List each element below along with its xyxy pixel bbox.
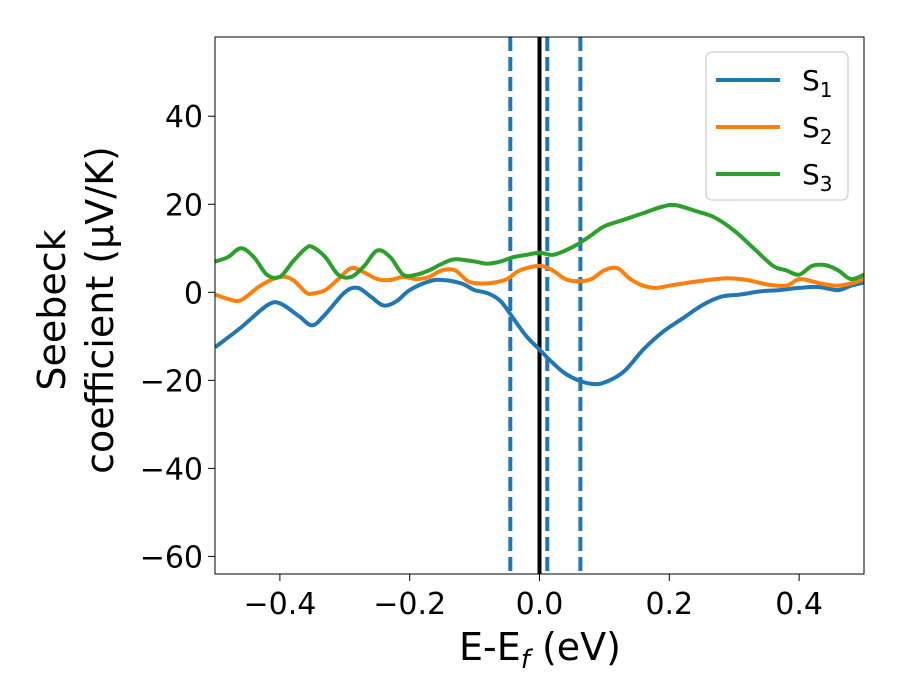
y-axis-label-line1: Seebeck: [30, 229, 74, 390]
legend: S1 S2 S3: [705, 51, 849, 201]
x-tick-label: 0.2: [645, 587, 693, 622]
y-tick-label: 20: [165, 188, 203, 223]
y-tick-label: 0: [184, 276, 203, 311]
y-tick-label: −20: [140, 364, 203, 399]
reference-lines: [508, 37, 583, 574]
legend-label-s3: S3: [802, 158, 833, 196]
x-tick-label: −0.4: [243, 587, 316, 622]
y-tick-label: −40: [140, 452, 203, 487]
series-layer: [215, 202, 864, 387]
legend-label-s2: S2: [802, 111, 833, 149]
y-tick-label: −60: [140, 540, 203, 575]
series-line-s2: [215, 263, 864, 304]
x-axis-label-main: E-E: [459, 625, 521, 669]
x-axis-label: E-Ef (eV): [459, 625, 621, 675]
x-axis: −0.4 −0.2 0.0 0.2 0.4: [243, 574, 823, 622]
y-axis: −60 −40 −20 0 20 40: [140, 100, 215, 575]
y-axis-label-line2: coefficient (μV/K): [78, 146, 122, 474]
x-tick-label: 0.0: [516, 587, 564, 622]
x-axis-label-unit: (eV): [530, 625, 621, 669]
series-line-s1: [215, 277, 864, 387]
y-tick-label: 40: [165, 100, 203, 135]
x-tick-label: −0.2: [373, 587, 446, 622]
legend-label-s1: S1: [802, 64, 833, 102]
x-tick-label: 0.4: [775, 587, 823, 622]
series-line-s3: [215, 202, 864, 282]
